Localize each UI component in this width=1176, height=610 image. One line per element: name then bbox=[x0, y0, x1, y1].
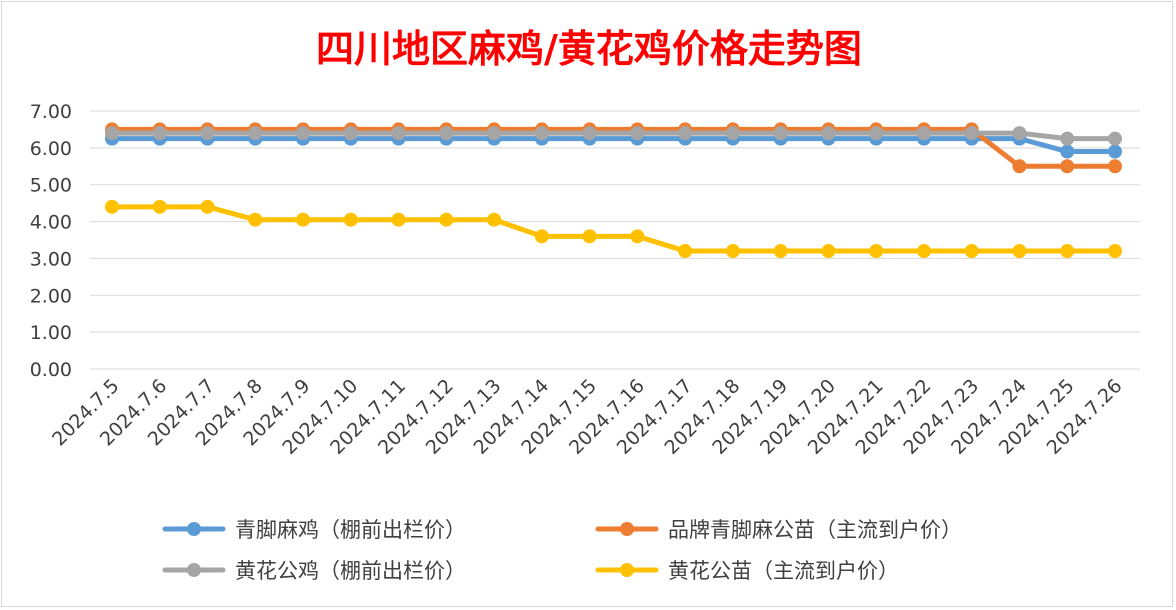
data-point bbox=[964, 126, 979, 141]
data-point bbox=[821, 244, 836, 259]
data-point bbox=[773, 244, 788, 259]
data-point bbox=[1108, 159, 1122, 174]
data-point bbox=[296, 212, 311, 227]
data-point bbox=[916, 244, 931, 259]
y-tick-label: 6.00 bbox=[30, 138, 72, 160]
chart-title: 四川地区麻鸡/黄花鸡价格走势图 bbox=[316, 26, 862, 71]
data-point bbox=[534, 229, 549, 244]
data-point bbox=[248, 212, 263, 227]
legend-item-3: 黄花公苗（主流到户价） bbox=[595, 559, 899, 583]
data-point bbox=[630, 126, 645, 141]
data-point bbox=[964, 244, 979, 259]
data-point bbox=[152, 126, 167, 141]
y-tick-label: 1.00 bbox=[30, 322, 72, 344]
data-point bbox=[630, 229, 645, 244]
legend: 青脚麻鸡（棚前出栏价） 品牌青脚麻公苗（主流到户价） 黄花公鸡（棚前出栏价） 黄花公苗… bbox=[162, 518, 962, 583]
data-point bbox=[343, 126, 358, 141]
data-point bbox=[582, 229, 597, 244]
data-point bbox=[152, 199, 167, 214]
y-tick-label: 4.00 bbox=[30, 212, 72, 234]
data-point bbox=[678, 244, 693, 259]
series-lines bbox=[105, 122, 1122, 259]
data-point bbox=[725, 244, 740, 259]
legend-swatch-marker bbox=[187, 563, 201, 577]
data-point bbox=[916, 126, 931, 141]
data-point bbox=[869, 126, 884, 141]
data-point bbox=[1108, 131, 1122, 146]
data-point bbox=[1012, 126, 1027, 141]
series-line bbox=[109, 136, 1118, 155]
data-point bbox=[1060, 144, 1075, 159]
legend-item-1: 品牌青脚麻公苗（主流到户价） bbox=[595, 518, 962, 542]
data-point bbox=[869, 244, 884, 259]
gridlines bbox=[90, 110, 1140, 370]
data-point bbox=[487, 126, 502, 141]
legend-swatch-marker bbox=[620, 563, 634, 577]
data-point bbox=[821, 126, 836, 141]
legend-swatch-marker bbox=[187, 522, 201, 536]
series-line bbox=[109, 130, 1118, 142]
data-point bbox=[1108, 144, 1122, 159]
legend-swatch-marker bbox=[620, 522, 634, 536]
series-2 bbox=[105, 126, 1122, 146]
data-point bbox=[200, 199, 215, 214]
data-point bbox=[725, 126, 740, 141]
data-point bbox=[773, 126, 788, 141]
y-tick-label: 0.00 bbox=[30, 359, 72, 381]
data-point bbox=[439, 126, 454, 141]
legend-label: 青脚麻鸡（棚前出栏价） bbox=[235, 518, 466, 542]
data-point bbox=[296, 126, 311, 141]
data-point bbox=[343, 212, 358, 227]
data-point bbox=[105, 199, 119, 214]
data-point bbox=[1060, 244, 1075, 259]
data-point bbox=[200, 126, 215, 141]
data-point bbox=[487, 212, 502, 227]
legend-label: 黄花公苗（主流到户价） bbox=[668, 559, 899, 583]
data-point bbox=[582, 126, 597, 141]
legend-label: 品牌青脚麻公苗（主流到户价） bbox=[668, 518, 962, 542]
data-point bbox=[1060, 131, 1075, 146]
legend-label: 黄花公鸡（棚前出栏价） bbox=[235, 559, 466, 583]
data-point bbox=[439, 212, 454, 227]
y-tick-label: 7.00 bbox=[30, 101, 72, 123]
legend-item-0: 青脚麻鸡（棚前出栏价） bbox=[162, 518, 466, 542]
data-point bbox=[678, 126, 693, 141]
data-point bbox=[391, 212, 406, 227]
x-axis-ticks: 2024.7.52024.7.62024.7.72024.7.82024.7.9… bbox=[48, 375, 1126, 459]
series-3 bbox=[105, 199, 1122, 259]
data-point bbox=[248, 126, 263, 141]
y-tick-label: 5.00 bbox=[30, 175, 72, 197]
series-line bbox=[109, 126, 1118, 169]
legend-item-2: 黄花公鸡（棚前出栏价） bbox=[162, 559, 466, 583]
data-point bbox=[105, 126, 119, 141]
series-line bbox=[109, 204, 1118, 254]
data-point bbox=[1012, 244, 1027, 259]
data-point bbox=[1060, 159, 1075, 174]
data-point bbox=[534, 126, 549, 141]
data-point bbox=[391, 126, 406, 141]
y-tick-label: 3.00 bbox=[30, 248, 72, 270]
data-point bbox=[1108, 244, 1122, 259]
y-tick-label: 2.00 bbox=[30, 285, 72, 307]
y-axis-ticks: 0.00 1.00 2.00 3.00 4.00 5.00 6.00 7.00 bbox=[30, 101, 72, 381]
data-point bbox=[1012, 159, 1027, 174]
